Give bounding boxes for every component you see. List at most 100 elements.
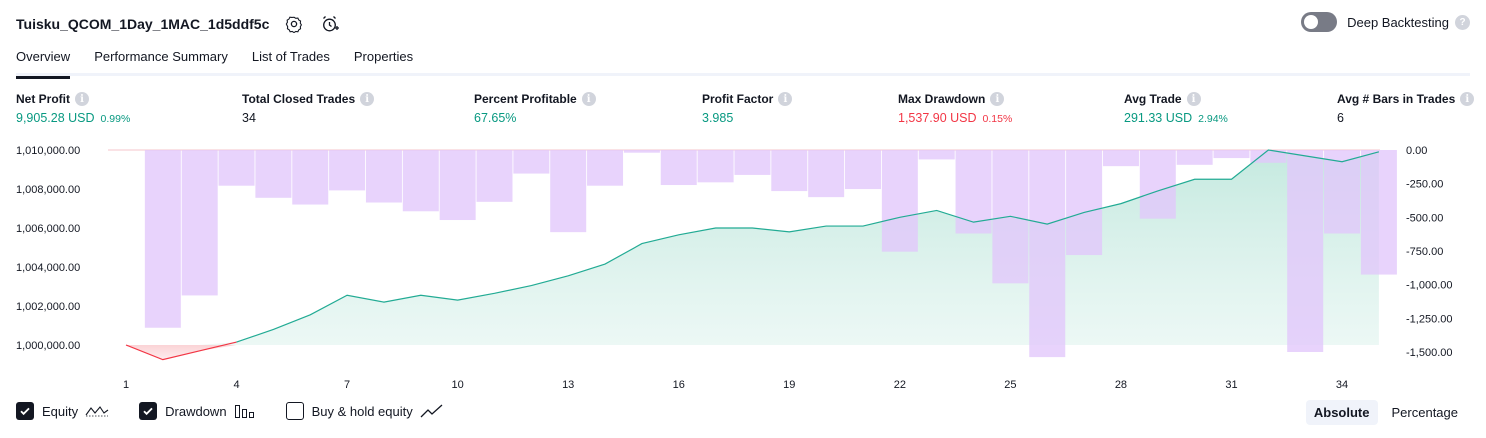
drawdown-bar xyxy=(365,150,402,203)
stat-percent-profitable: Percent Profitable i 67.65% xyxy=(474,92,596,125)
right-axis-tick: -1,250.00 xyxy=(1406,313,1452,325)
stat-percent: 0.99% xyxy=(100,113,131,125)
stat-percent: 0.15% xyxy=(982,113,1013,125)
x-axis-tick: 16 xyxy=(673,379,685,391)
drawdown-checkbox[interactable] xyxy=(139,402,158,420)
drawdown-bar xyxy=(1102,150,1139,167)
info-icon[interactable]: i xyxy=(581,92,596,106)
equity-checkbox[interactable] xyxy=(16,402,34,420)
drawdown-bar xyxy=(1066,150,1103,256)
stat-value: 9,905.28 USD xyxy=(16,111,95,125)
toggle-knob xyxy=(1304,15,1319,29)
drawdown-bar xyxy=(808,150,845,198)
stat-label: Percent Profitable xyxy=(474,92,577,106)
info-icon[interactable]: i xyxy=(990,92,1005,106)
stats-row: Net Profit i 9,905.28 USD 0.99% Total Clos… xyxy=(0,92,1486,132)
drawdown-bar xyxy=(697,150,734,183)
x-axis-tick: 31 xyxy=(1225,379,1237,391)
drawdown-bar xyxy=(771,150,808,192)
x-axis-tick: 19 xyxy=(783,379,795,391)
stat-value: 6 xyxy=(1337,111,1344,125)
drawdown-bar xyxy=(587,150,624,186)
legend-label: Drawdown xyxy=(165,403,227,419)
stat-label: Net Profit xyxy=(16,92,70,106)
drawdown-bar xyxy=(439,150,476,221)
tab-performance-summary[interactable]: Performance Summary xyxy=(94,49,228,64)
stat-avg-trade: Avg Trade i 291.33 USD 2.94% xyxy=(1124,92,1228,125)
legend-buy-hold[interactable]: Buy & hold equity xyxy=(285,402,444,420)
right-axis-tick: -1,500.00 xyxy=(1406,347,1452,359)
buy-hold-line-icon xyxy=(420,403,444,419)
stat-max-drawdown: Max Drawdown i 1,537.90 USD 0.15% xyxy=(898,92,1012,125)
info-icon[interactable]: i xyxy=(75,92,89,106)
help-icon[interactable]: ? xyxy=(1455,14,1470,30)
tab-properties[interactable]: Properties xyxy=(353,49,414,64)
deep-backtesting-toggle[interactable] xyxy=(1301,12,1338,32)
drawdown-bar xyxy=(402,150,439,212)
x-axis-tick: 22 xyxy=(894,379,906,391)
drawdown-bar xyxy=(623,150,660,153)
settings-icon[interactable] xyxy=(283,13,305,35)
x-axis-tick: 7 xyxy=(344,379,350,391)
absolute-button[interactable]: Absolute xyxy=(1305,400,1378,425)
drawdown-bar xyxy=(218,150,255,186)
x-axis-tick: 34 xyxy=(1336,379,1348,391)
right-axis-tick: -500.00 xyxy=(1406,212,1443,224)
equity-area xyxy=(126,150,1379,345)
drawdown-bar xyxy=(1324,150,1361,234)
info-icon[interactable]: i xyxy=(1460,92,1475,106)
legend-drawdown[interactable]: Drawdown xyxy=(139,402,255,420)
drawdown-bar xyxy=(1360,150,1397,275)
drawdown-bar xyxy=(845,150,881,190)
stat-profit-factor: Profit Factor i 3.985 xyxy=(702,92,793,125)
x-axis-tick: 28 xyxy=(1115,379,1127,391)
percentage-button[interactable]: Percentage xyxy=(1391,405,1459,420)
legend-equity[interactable]: Equity xyxy=(16,402,109,420)
left-axis-tick: 1,006,000.00 xyxy=(16,223,80,235)
drawdown-bar xyxy=(255,150,292,198)
stat-value: 1,537.90 USD xyxy=(898,111,977,125)
stat-label: Max Drawdown xyxy=(898,92,986,106)
drawdown-bar xyxy=(1176,150,1213,165)
drawdown-bar xyxy=(734,150,771,175)
right-axis-tick: 0.00 xyxy=(1406,145,1427,157)
x-axis-tick: 25 xyxy=(1004,379,1016,391)
left-axis-tick: 1,002,000.00 xyxy=(16,301,80,313)
drawdown-bar xyxy=(476,150,513,202)
strategy-name: Tuisku_QCOM_1Day_1MAC_1d5ddf5c xyxy=(16,16,270,32)
left-axis-tick: 1,000,000.00 xyxy=(16,340,80,352)
drawdown-bar xyxy=(550,150,587,233)
info-icon[interactable]: i xyxy=(360,92,375,106)
equity-drawdown-chart[interactable]: 1,010,000.00 1,008,000.00 1,006,000.00 1,00… xyxy=(0,138,1486,392)
chart-legend: Equity Drawdown Buy & hold equity xyxy=(16,402,474,420)
drawdown-bar xyxy=(1287,150,1324,352)
legend-label: Buy & hold equity xyxy=(311,403,413,419)
drawdown-bar xyxy=(660,150,697,186)
right-axis-tick: -250.00 xyxy=(1406,179,1443,191)
add-alert-icon[interactable] xyxy=(319,13,341,35)
drawdown-bars-icon xyxy=(234,403,256,419)
view-mode-switch: Absolute Percentage xyxy=(1300,400,1466,425)
right-axis-tick: -750.00 xyxy=(1406,246,1443,258)
stat-label: Profit Factor xyxy=(702,92,774,106)
drawdown-bar xyxy=(1213,150,1250,159)
info-icon[interactable]: i xyxy=(778,92,793,106)
stat-value: 34 xyxy=(242,111,256,125)
x-axis-tick: 10 xyxy=(452,379,464,391)
buy-hold-checkbox[interactable] xyxy=(285,402,304,420)
tab-overview[interactable]: Overview xyxy=(16,44,71,79)
info-icon[interactable]: i xyxy=(1186,92,1201,106)
x-axis-tick: 1 xyxy=(123,379,129,391)
x-axis-tick: 4 xyxy=(233,379,239,391)
equity-line-icon xyxy=(85,403,109,419)
drawdown-bar xyxy=(144,150,181,328)
stat-percent: 2.94% xyxy=(1198,113,1228,125)
drawdown-bar xyxy=(329,150,366,191)
stat-value: 291.33 USD xyxy=(1124,111,1193,125)
drawdown-bar xyxy=(1250,150,1287,163)
stat-net-profit: Net Profit i 9,905.28 USD 0.99% xyxy=(16,92,130,125)
tab-bar: Overview Performance Summary List of Tra… xyxy=(16,44,1470,79)
tab-list-of-trades[interactable]: List of Trades xyxy=(251,49,330,64)
equity-line-negative xyxy=(125,341,237,361)
strategy-header: Tuisku_QCOM_1Day_1MAC_1d5ddf5c xyxy=(16,10,341,38)
